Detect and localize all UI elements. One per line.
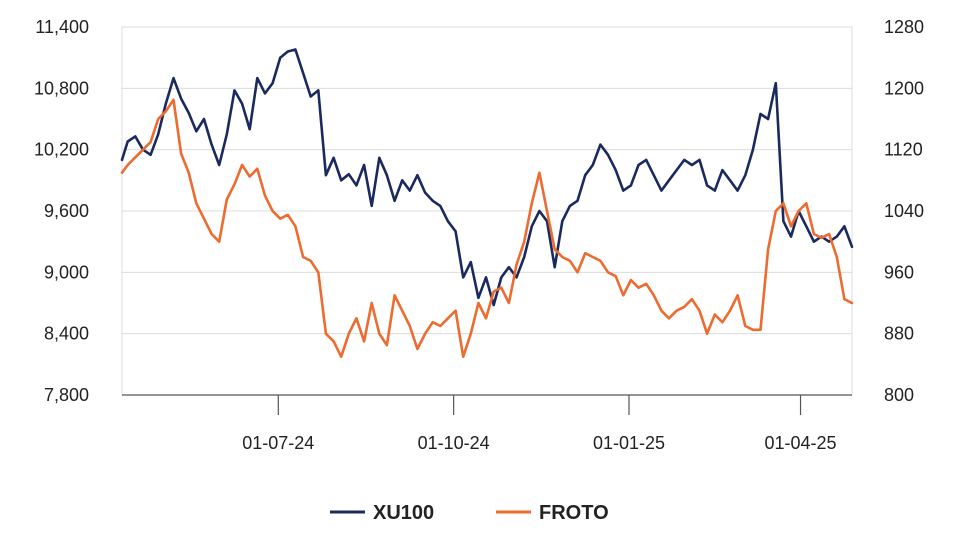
series-line-xu100 (120, 48, 854, 307)
right-axis-tick-label: 800 (884, 385, 914, 405)
left-axis-tick-label: 8,400 (44, 324, 89, 344)
right-axis-tick-label: 1120 (884, 140, 923, 160)
series-lines (120, 48, 854, 358)
x-axis-tick-label: 01-04-25 (765, 433, 837, 453)
legend-label-froto: FROTO (539, 502, 609, 524)
legend-item-xu100: XU100 (330, 502, 434, 524)
right-axis-tick-label: 1040 (884, 201, 924, 221)
x-axis-tick-label: 01-07-24 (242, 433, 314, 453)
right-axis-tick-label: 1200 (884, 78, 924, 98)
right-axis-tick-labels: 800 880 960 1040 1120 1200 1280 (884, 17, 924, 405)
left-axis-tick-label: 9,000 (44, 262, 89, 282)
left-axis-tick-label: 11,400 (35, 17, 89, 37)
gridlines (121, 26, 853, 396)
legend-label-xu100: XU100 (373, 502, 434, 524)
legend-item-froto: FROTO (496, 502, 609, 524)
x-axis-tick-label: 01-01-25 (593, 433, 665, 453)
left-axis-tick-label: 10,800 (34, 78, 89, 98)
left-axis-tick-label: 7,800 (44, 385, 89, 405)
right-axis-tick-label: 960 (884, 262, 914, 282)
x-axis-tick-label: 01-10-24 (418, 433, 490, 453)
x-axis: 01-07-24 01-10-24 01-01-25 01-04-25 (122, 394, 852, 453)
left-axis-tick-label: 9,600 (44, 201, 89, 221)
legend: XU100 FROTO (330, 502, 609, 524)
right-axis-tick-label: 1280 (884, 17, 924, 37)
left-axis-tick-label: 10,200 (34, 140, 89, 160)
left-axis-tick-labels: 7,800 8,400 9,000 9,600 10,200 10,800 11,400 (34, 17, 89, 405)
right-axis-tick-label: 880 (884, 324, 914, 344)
series-line-froto (120, 98, 854, 358)
